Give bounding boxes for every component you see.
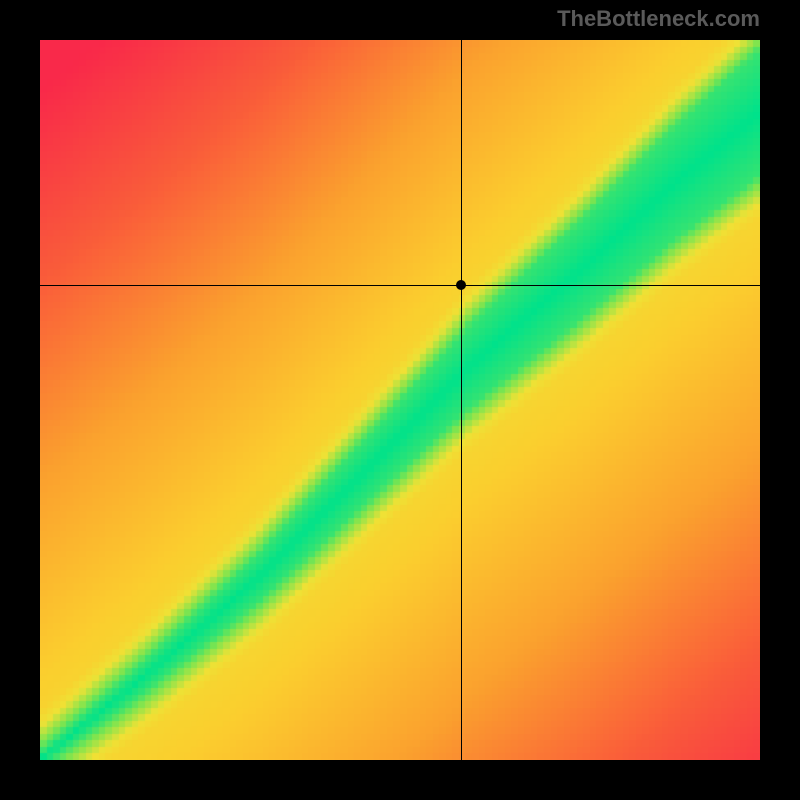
- crosshair-vertical: [461, 40, 462, 760]
- crosshair-dot: [456, 280, 466, 290]
- heatmap-canvas: [40, 40, 760, 760]
- crosshair-horizontal: [40, 285, 760, 286]
- bottleneck-heatmap: [40, 40, 760, 760]
- watermark: TheBottleneck.com: [557, 6, 760, 32]
